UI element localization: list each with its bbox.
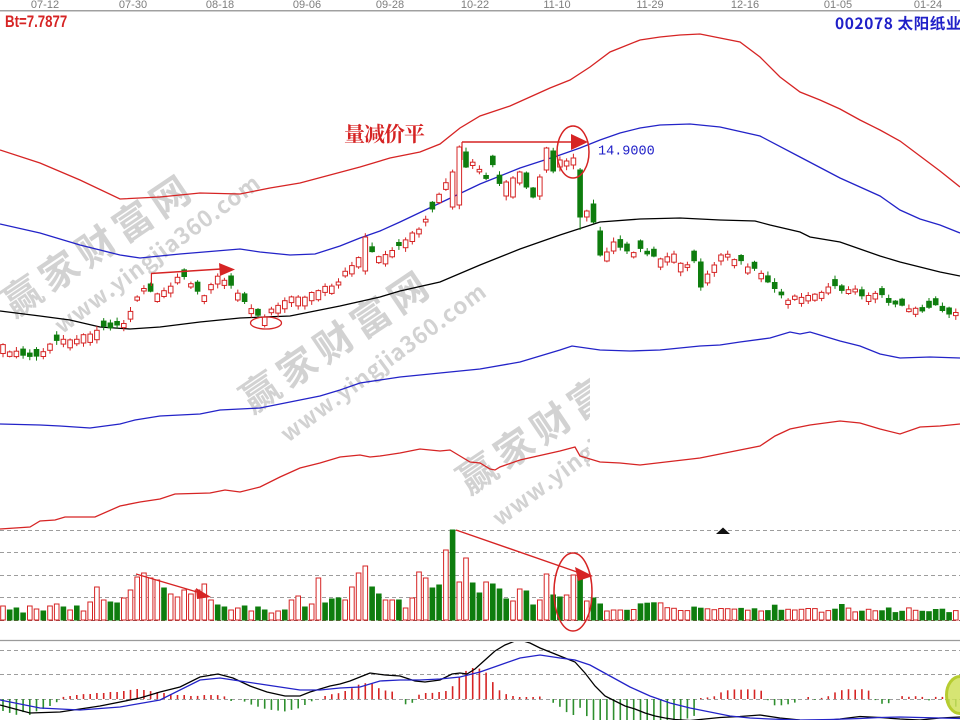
- svg-text:10-22: 10-22: [461, 0, 489, 11]
- svg-text:14.9000: 14.9000: [598, 145, 655, 160]
- svg-text:11-29: 11-29: [636, 0, 663, 11]
- svg-text:07-30: 07-30: [119, 0, 147, 11]
- svg-text:01-05: 01-05: [824, 0, 852, 11]
- svg-text:09-06: 09-06: [293, 0, 321, 11]
- svg-text:01-24: 01-24: [914, 0, 942, 11]
- svg-text:12-16: 12-16: [731, 0, 759, 11]
- svg-text:08-18: 08-18: [206, 0, 234, 11]
- svg-text:11-10: 11-10: [543, 0, 570, 11]
- svg-text:Bt=7.7877: Bt=7.7877: [5, 13, 67, 32]
- svg-text:07-12: 07-12: [31, 0, 59, 11]
- svg-text:09-28: 09-28: [376, 0, 404, 11]
